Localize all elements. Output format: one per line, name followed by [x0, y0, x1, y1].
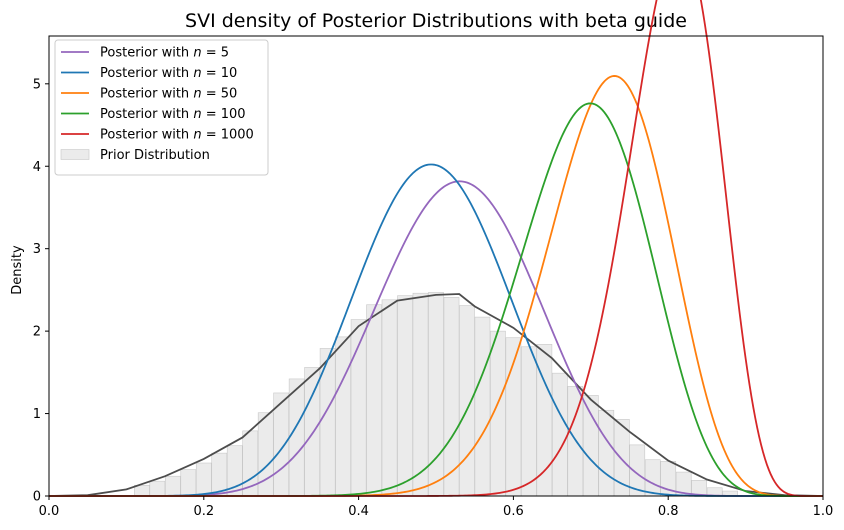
histogram-bar [397, 295, 413, 497]
x-tick-label: 1.0 [813, 504, 834, 519]
histogram-bar [551, 372, 568, 497]
histogram-bar [598, 409, 615, 497]
histogram-bar [459, 305, 475, 497]
prior-kde-line [48, 293, 824, 497]
y-tick-label: 5 [33, 77, 41, 92]
y-tick-label: 1 [33, 407, 41, 422]
legend-box [54, 39, 269, 176]
x-tick-label: 0.8 [658, 504, 679, 519]
plot-frame [48, 35, 824, 497]
histogram-bar [335, 336, 351, 497]
histogram-bar [428, 292, 444, 497]
prior-histogram [134, 292, 738, 497]
y-axis-label: Density [10, 245, 25, 295]
histogram-bar [180, 469, 197, 497]
x-tick-label: 0.4 [348, 504, 369, 519]
histogram-bar [164, 475, 181, 497]
histogram-bar [644, 459, 661, 497]
histogram-bar [195, 462, 212, 497]
histogram-bar [257, 412, 274, 497]
histogram-bar [412, 292, 429, 497]
legend: Posterior with n = 5 Posterior with n = 1… [54, 39, 269, 176]
histogram-bar [134, 484, 150, 497]
histogram-bar [304, 367, 321, 497]
histogram-bar [288, 378, 305, 497]
legend-item: Posterior with n = 100 [100, 107, 246, 122]
legend-item: Posterior with n = 1000 [100, 128, 254, 143]
y-tick-label: 2 [33, 325, 41, 340]
histogram-bar [381, 299, 398, 497]
histogram-bar [149, 480, 166, 497]
legend-item: Posterior with n = 50 [100, 87, 237, 102]
y-tick-label: 3 [33, 242, 41, 257]
legend-swatch [60, 149, 90, 160]
x-tick-label: 0.6 [503, 504, 524, 519]
x-tick-label: 0.2 [193, 504, 214, 519]
histogram-bar [474, 316, 491, 497]
legend-item: Prior Distribution [100, 148, 210, 163]
y-tick-label: 0 [33, 490, 41, 505]
x-tick-label: 0.0 [39, 504, 60, 519]
histogram-bar [582, 395, 599, 497]
histogram-bar [521, 346, 537, 497]
legend-item: Posterior with n = 5 [100, 46, 229, 61]
histogram-bar [536, 344, 553, 497]
plot-area: 0.0 0.2 0.4 0.6 0.8 1.0 0 1 2 3 4 5 Posterior with n… [33, 0, 834, 519]
y-tick-label: 4 [33, 160, 41, 175]
legend-item: Posterior with n = 10 [100, 66, 237, 81]
histogram-bar [366, 304, 382, 497]
chart-title: SVI density of Posterior Distributions w… [185, 10, 687, 32]
